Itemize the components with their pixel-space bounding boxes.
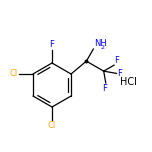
Text: HCl: HCl [120, 77, 136, 87]
Text: F: F [102, 84, 107, 93]
Text: F: F [50, 40, 54, 49]
Text: F: F [115, 56, 119, 65]
Text: NH: NH [94, 39, 107, 48]
Text: 2: 2 [101, 45, 105, 50]
Text: F: F [117, 69, 122, 78]
Text: Cl: Cl [10, 69, 18, 78]
Text: Cl: Cl [48, 121, 56, 130]
